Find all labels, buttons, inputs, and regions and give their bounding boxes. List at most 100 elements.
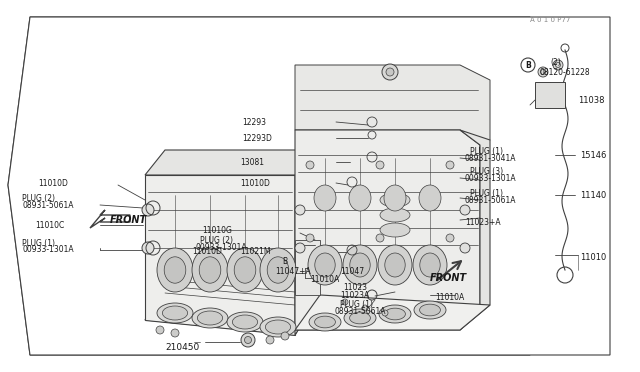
Text: 00933-1301A: 00933-1301A <box>22 246 74 254</box>
Ellipse shape <box>419 185 441 211</box>
Text: 11010: 11010 <box>580 253 606 263</box>
Ellipse shape <box>349 312 371 324</box>
Circle shape <box>281 332 289 340</box>
Text: 11047+A: 11047+A <box>275 267 311 276</box>
Circle shape <box>538 67 548 77</box>
Circle shape <box>142 204 154 216</box>
Text: 11010D: 11010D <box>38 179 68 187</box>
Text: 11047: 11047 <box>340 267 364 276</box>
Text: 11010G: 11010G <box>202 225 232 234</box>
Ellipse shape <box>414 301 446 319</box>
Circle shape <box>362 305 368 311</box>
Text: 08120-61228: 08120-61228 <box>540 67 591 77</box>
Text: 11010A: 11010A <box>435 294 464 302</box>
Ellipse shape <box>192 248 228 292</box>
Text: 210450: 210450 <box>165 343 199 353</box>
Polygon shape <box>145 150 320 175</box>
Ellipse shape <box>314 185 336 211</box>
Circle shape <box>376 234 384 242</box>
Polygon shape <box>295 130 480 330</box>
Text: A 0 1 0 P77: A 0 1 0 P77 <box>530 17 570 23</box>
Circle shape <box>241 333 255 347</box>
Ellipse shape <box>163 306 188 320</box>
Circle shape <box>382 310 388 316</box>
Text: FRONT: FRONT <box>430 273 467 283</box>
Circle shape <box>382 64 398 80</box>
Text: 11010C: 11010C <box>35 221 64 230</box>
Text: PLUG (1): PLUG (1) <box>340 301 373 310</box>
Text: 08931-5061A: 08931-5061A <box>465 196 516 205</box>
Polygon shape <box>460 130 490 330</box>
Polygon shape <box>145 280 320 335</box>
Text: 11010A: 11010A <box>310 276 339 285</box>
Circle shape <box>446 161 454 169</box>
Polygon shape <box>295 295 490 330</box>
Circle shape <box>244 337 252 343</box>
Polygon shape <box>535 82 565 108</box>
Text: B: B <box>525 61 531 70</box>
Ellipse shape <box>379 305 411 323</box>
Polygon shape <box>8 17 530 355</box>
Text: PLUG (1): PLUG (1) <box>470 147 503 155</box>
Ellipse shape <box>197 311 223 325</box>
Ellipse shape <box>380 193 410 207</box>
Text: 15146: 15146 <box>580 151 606 160</box>
Text: 11021M: 11021M <box>240 247 271 257</box>
Ellipse shape <box>308 245 342 285</box>
Ellipse shape <box>266 320 291 334</box>
Circle shape <box>142 242 154 254</box>
Ellipse shape <box>227 312 263 332</box>
Circle shape <box>521 58 535 72</box>
Ellipse shape <box>343 245 377 285</box>
Text: 00933-1301A: 00933-1301A <box>195 244 246 253</box>
Text: 11038: 11038 <box>578 96 605 105</box>
Ellipse shape <box>192 308 228 328</box>
Circle shape <box>306 161 314 169</box>
Ellipse shape <box>420 304 440 316</box>
Text: PLUG (2): PLUG (2) <box>22 193 55 202</box>
Ellipse shape <box>385 253 405 277</box>
Text: (2): (2) <box>550 58 561 67</box>
Text: B: B <box>282 257 287 266</box>
Circle shape <box>306 234 314 242</box>
Circle shape <box>386 68 394 76</box>
Ellipse shape <box>199 257 221 283</box>
Ellipse shape <box>315 253 335 277</box>
Ellipse shape <box>380 208 410 222</box>
Circle shape <box>171 329 179 337</box>
Ellipse shape <box>344 309 376 327</box>
Text: 08931-5061A: 08931-5061A <box>335 308 387 317</box>
Text: PLUG (3): PLUG (3) <box>470 167 503 176</box>
Circle shape <box>553 60 563 70</box>
Ellipse shape <box>378 245 412 285</box>
Text: 11010D: 11010D <box>240 179 270 187</box>
Circle shape <box>460 205 470 215</box>
Text: 12293D: 12293D <box>242 134 272 142</box>
Ellipse shape <box>349 185 371 211</box>
Circle shape <box>295 243 305 253</box>
Polygon shape <box>295 65 490 145</box>
Ellipse shape <box>384 185 406 211</box>
Text: 13081: 13081 <box>240 157 264 167</box>
Ellipse shape <box>260 248 296 292</box>
Text: 08931-5061A: 08931-5061A <box>22 201 74 209</box>
Text: PLUG (1): PLUG (1) <box>470 189 503 198</box>
Ellipse shape <box>420 253 440 277</box>
Text: 08931-3041A: 08931-3041A <box>465 154 516 163</box>
Ellipse shape <box>164 257 186 283</box>
Circle shape <box>342 299 348 305</box>
Ellipse shape <box>385 308 405 320</box>
Ellipse shape <box>267 257 289 283</box>
Polygon shape <box>295 240 320 295</box>
Text: PLUG (1): PLUG (1) <box>22 238 55 247</box>
Ellipse shape <box>157 248 193 292</box>
Text: 11023A: 11023A <box>340 292 369 301</box>
Text: 11023: 11023 <box>343 283 367 292</box>
Ellipse shape <box>227 248 263 292</box>
Circle shape <box>295 205 305 215</box>
Circle shape <box>460 243 470 253</box>
Ellipse shape <box>315 316 335 328</box>
Text: FRONT: FRONT <box>110 215 147 225</box>
Text: 11140: 11140 <box>580 190 606 199</box>
Ellipse shape <box>309 313 341 331</box>
